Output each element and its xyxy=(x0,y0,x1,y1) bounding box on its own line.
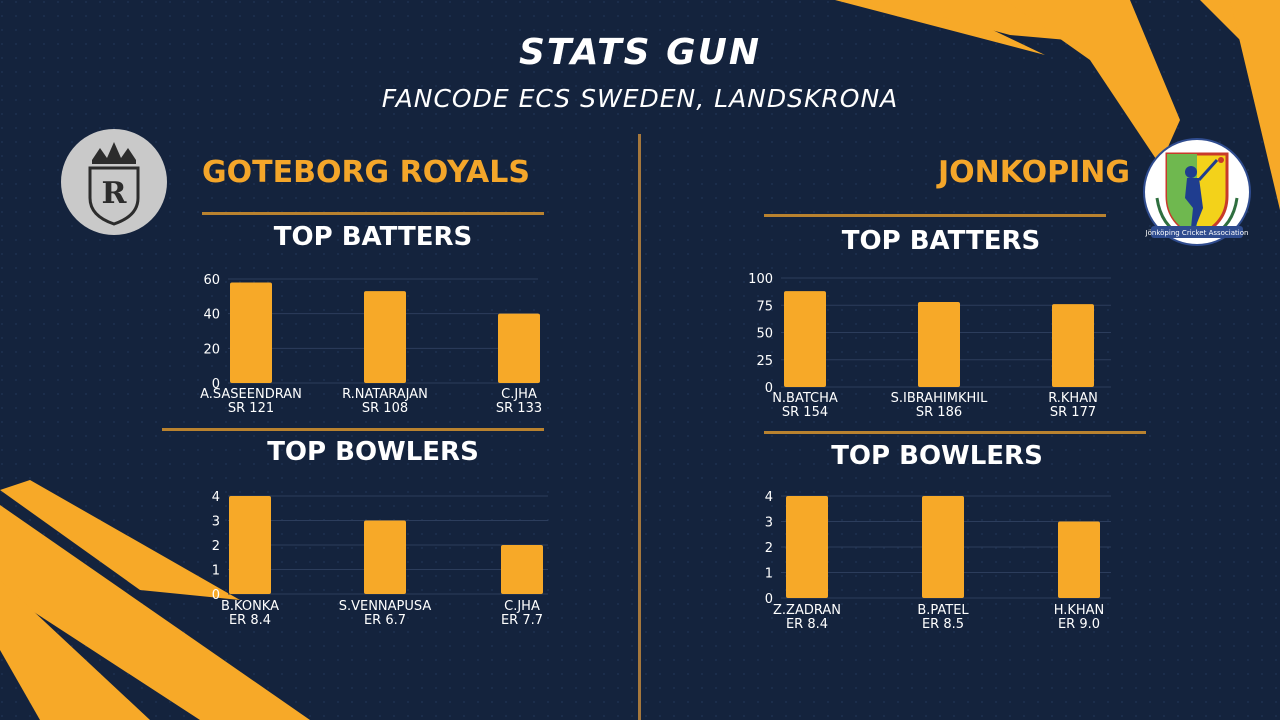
y-tick-label: 25 xyxy=(756,354,773,369)
bar xyxy=(1052,304,1094,387)
bar xyxy=(918,301,960,387)
bar xyxy=(364,291,406,383)
x-category-stat: SR 133 xyxy=(496,401,542,416)
y-tick-label: 60 xyxy=(203,273,220,288)
x-category-stat: SR 108 xyxy=(362,401,408,416)
x-category-label: S.IBRAHIMKHIL xyxy=(891,391,988,406)
x-category-label: B.PATEL xyxy=(917,603,969,618)
y-tick-label: 0 xyxy=(212,377,220,392)
page-title: STATS GUN xyxy=(518,32,762,73)
x-category-label: B.KONKA xyxy=(221,599,279,614)
y-tick-label: 0 xyxy=(765,592,773,607)
left-team-name: GOTEBORG ROYALS xyxy=(202,155,530,190)
right-batters-heading: TOP BATTERS xyxy=(841,226,1041,256)
y-tick-label: 2 xyxy=(212,539,220,554)
bar xyxy=(922,496,964,598)
y-tick-label: 0 xyxy=(212,588,220,603)
y-tick-label: 4 xyxy=(765,490,773,505)
left-team-underline xyxy=(202,212,544,215)
x-category-stat: ER 8.4 xyxy=(786,617,828,632)
y-tick-label: 100 xyxy=(748,272,773,287)
x-category-stat: SR 177 xyxy=(1050,405,1096,420)
x-category-stat: SR 154 xyxy=(782,405,828,420)
y-tick-label: 2 xyxy=(765,541,773,556)
x-category-label: C.JHA xyxy=(504,599,540,614)
x-category-label: N.BATCHA xyxy=(772,391,838,406)
bar xyxy=(784,291,826,387)
bar xyxy=(230,282,272,383)
bar xyxy=(498,313,540,383)
jonkoping-cricket-association-logo: Jönköping Cricket Association xyxy=(1143,138,1251,246)
x-category-stat: ER 7.7 xyxy=(501,613,543,628)
y-tick-label: 40 xyxy=(203,308,220,323)
right-team-name: JONKOPING xyxy=(937,155,1130,190)
y-tick-label: 3 xyxy=(765,516,773,531)
x-category-label: R.NATARAJAN xyxy=(342,387,428,402)
x-category-stat: ER 6.7 xyxy=(364,613,406,628)
right-section-divider xyxy=(764,431,1146,434)
x-category-label: C.JHA xyxy=(501,387,537,402)
bar xyxy=(229,496,271,594)
bar xyxy=(364,520,406,594)
right-bowlers-heading: TOP BOWLERS xyxy=(831,441,1043,471)
left-bowlers-heading: TOP BOWLERS xyxy=(267,437,479,467)
x-category-label: A.SASEENDRAN xyxy=(200,387,302,402)
bar xyxy=(501,545,543,594)
x-category-label: Z.ZADRAN xyxy=(773,603,841,618)
left-section-divider xyxy=(162,428,544,431)
y-tick-label: 0 xyxy=(765,381,773,396)
left-batters-heading: TOP BATTERS xyxy=(273,222,473,252)
x-category-stat: ER 9.0 xyxy=(1058,617,1100,632)
y-tick-label: 1 xyxy=(212,564,220,579)
y-tick-label: 1 xyxy=(765,567,773,582)
y-tick-label: 20 xyxy=(203,342,220,357)
x-category-stat: SR 186 xyxy=(916,405,962,420)
y-tick-label: 50 xyxy=(756,327,773,342)
page-subtitle: FANCODE ECS SWEDEN, LANDSKRONA xyxy=(381,84,899,113)
bar xyxy=(1058,521,1100,598)
y-tick-label: 75 xyxy=(756,299,773,314)
x-category-label: R.KHAN xyxy=(1048,391,1098,406)
jonkoping-logo-text: Jönköping Cricket Association xyxy=(1145,229,1249,237)
bar xyxy=(786,496,828,598)
royals-crest-icon: R xyxy=(60,128,168,236)
center-divider xyxy=(638,134,641,720)
right-team-underline xyxy=(764,214,1106,217)
x-category-stat: ER 8.5 xyxy=(922,617,964,632)
x-category-stat: SR 121 xyxy=(228,401,274,416)
royals-logo-letter: R xyxy=(102,176,128,211)
y-tick-label: 4 xyxy=(212,490,220,505)
x-category-label: H.KHAN xyxy=(1054,603,1105,618)
x-category-stat: ER 8.4 xyxy=(229,613,271,628)
y-tick-label: 3 xyxy=(212,515,220,530)
x-category-label: S.VENNAPUSA xyxy=(339,599,432,614)
